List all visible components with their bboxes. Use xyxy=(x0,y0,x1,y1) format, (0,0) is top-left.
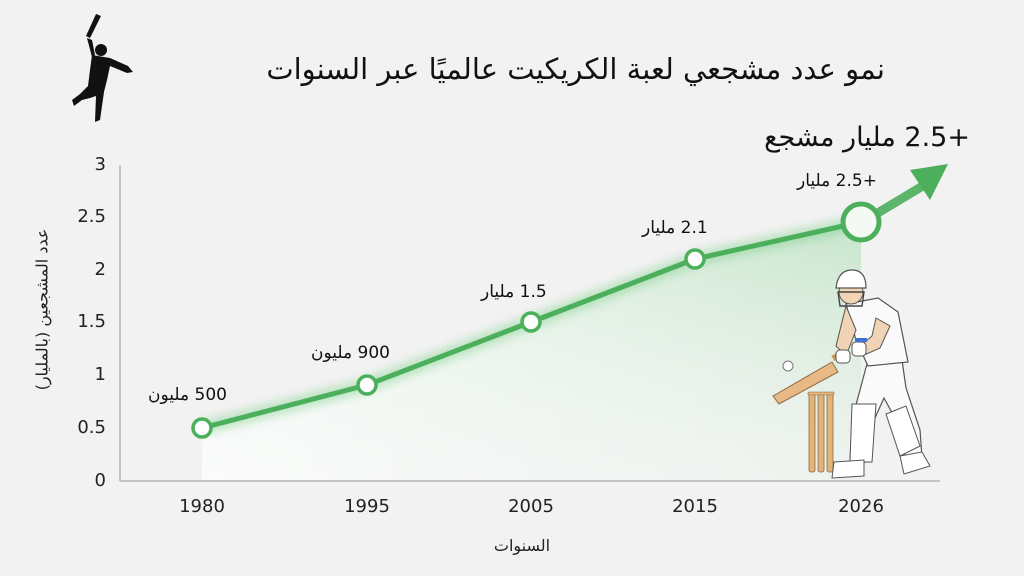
data-label-1995: 900 مليون xyxy=(311,343,390,363)
celebrating-cricketer-silhouette-icon xyxy=(72,14,133,122)
y-tick: 2.5 xyxy=(77,206,106,227)
headline-annotation: +2.5 مليار مشجع xyxy=(764,122,970,153)
data-label-1980: 500 مليون xyxy=(148,385,227,405)
y-tick: 1.5 xyxy=(77,311,106,332)
y-tick: 2 xyxy=(94,259,106,280)
data-label-2005: 1.5 مليار xyxy=(481,282,547,302)
data-markers xyxy=(191,201,882,439)
x-tick: 1995 xyxy=(344,496,390,517)
x-axis-label: السنوات xyxy=(493,536,551,555)
area-fill xyxy=(202,222,861,481)
chart-title: نمو عدد مشجعي لعبة الكريكيت عالميًا عبر … xyxy=(266,52,885,86)
data-label-2026: +2.5 مليار xyxy=(797,171,877,191)
x-tick: 2026 xyxy=(838,496,884,517)
x-tick: 2015 xyxy=(672,496,718,517)
cricket-batsman-illustration xyxy=(772,269,931,479)
y-tick: 1 xyxy=(94,364,106,385)
y-tick: 0.5 xyxy=(77,417,106,438)
y-tick: 0 xyxy=(94,470,106,491)
x-tick: 2005 xyxy=(508,496,554,517)
up-trend-arrow-icon xyxy=(871,164,948,219)
data-label-2015: 2.1 مليار xyxy=(642,218,708,238)
axes xyxy=(119,165,940,482)
x-tick: 1980 xyxy=(179,496,225,517)
y-tick: 3 xyxy=(94,154,106,175)
